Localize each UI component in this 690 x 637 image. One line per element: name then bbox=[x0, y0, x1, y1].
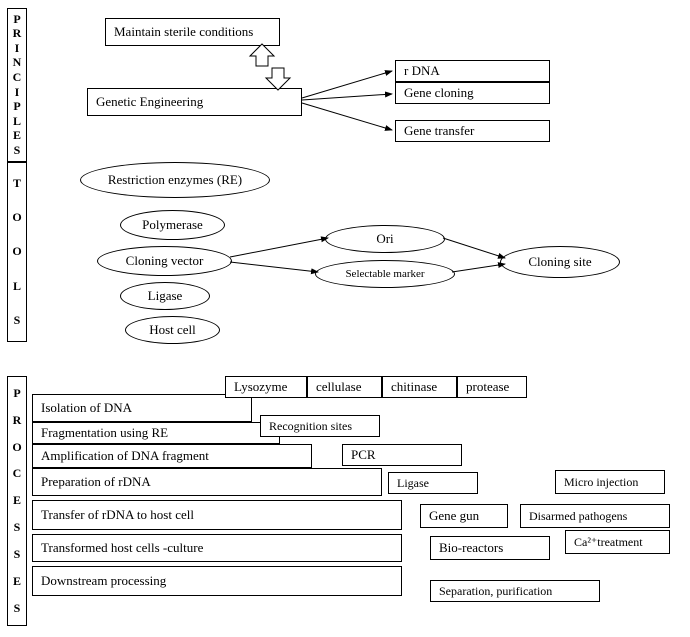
box-genetic-engineering: Genetic Engineering bbox=[87, 88, 302, 116]
ellipse-selectable-marker: Selectable marker bbox=[315, 260, 455, 288]
box-rdna: r DNA bbox=[395, 60, 550, 82]
enzyme-box-3: protease bbox=[457, 376, 527, 398]
box-gene-cloning: Gene cloning bbox=[395, 82, 550, 104]
extra-box-2: Ligase bbox=[388, 472, 478, 494]
process-row-6: Downstream processing bbox=[32, 566, 402, 596]
extra-box-0: Recognition sites bbox=[260, 415, 380, 437]
ellipse-restriction-enzymes: Restriction enzymes (RE) bbox=[80, 162, 270, 198]
box-gene-transfer: Gene transfer bbox=[395, 120, 550, 142]
extra-box-3: Micro injection bbox=[555, 470, 665, 494]
section-label-principles: PRINCIPLES bbox=[7, 8, 27, 162]
ellipse-polymerase: Polymerase bbox=[120, 210, 225, 240]
process-row-3: Preparation of rDNA bbox=[32, 468, 382, 496]
ellipse-host-cell: Host cell bbox=[125, 316, 220, 344]
ellipse-ori: Ori bbox=[325, 225, 445, 253]
extra-box-1: PCR bbox=[342, 444, 462, 466]
process-row-1: Fragmentation using RE bbox=[32, 422, 280, 444]
process-row-4: Transfer of rDNA to host cell bbox=[32, 500, 402, 530]
enzyme-box-2: chitinase bbox=[382, 376, 457, 398]
ellipse-cloning-site: Cloning site bbox=[500, 246, 620, 278]
enzyme-box-1: cellulase bbox=[307, 376, 382, 398]
section-label-tools: TOOLS bbox=[7, 162, 27, 342]
extra-box-6: Bio-reactors bbox=[430, 536, 550, 560]
extra-box-8: Separation, purification bbox=[430, 580, 600, 602]
process-row-5: Transformed host cells -culture bbox=[32, 534, 402, 562]
ellipse-cloning-vector: Cloning vector bbox=[97, 246, 232, 276]
extra-box-4: Gene gun bbox=[420, 504, 508, 528]
process-row-2: Amplification of DNA fragment bbox=[32, 444, 312, 468]
extra-box-5: Disarmed pathogens bbox=[520, 504, 670, 528]
ellipse-ligase: Ligase bbox=[120, 282, 210, 310]
section-label-processes: PROCESSES bbox=[7, 376, 27, 626]
extra-box-7: Ca²⁺treatment bbox=[565, 530, 670, 554]
enzyme-box-0: Lysozyme bbox=[225, 376, 307, 398]
process-row-0: Isolation of DNA bbox=[32, 394, 252, 422]
box-maintain-sterile: Maintain sterile conditions bbox=[105, 18, 280, 46]
